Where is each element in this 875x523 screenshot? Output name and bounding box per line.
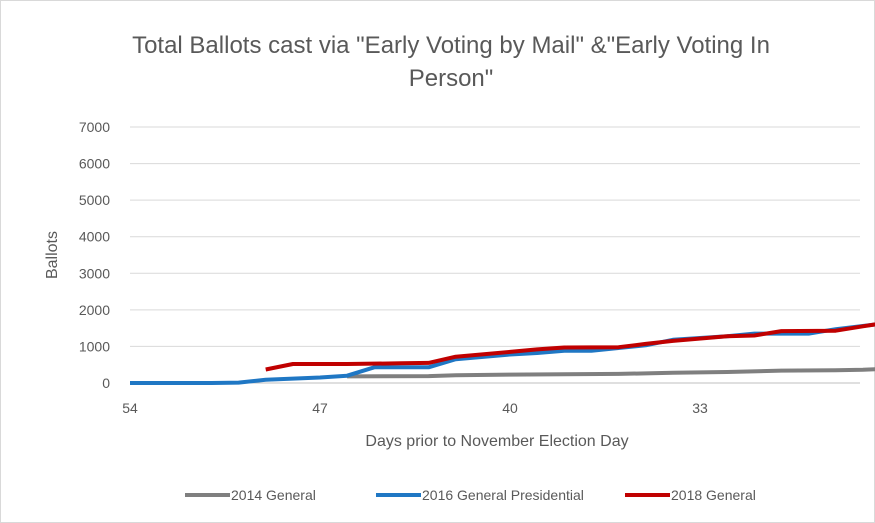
y-tick-label: 7000: [79, 119, 110, 135]
legend: 2014 General 2016 General Presidential 201…: [185, 487, 756, 503]
y-tick-label: 6000: [79, 156, 110, 172]
x-tick-label: 40: [502, 400, 518, 416]
y-tick-label: 4000: [79, 229, 110, 245]
y-tick-label: 5000: [79, 192, 110, 208]
series-lines: [130, 322, 875, 385]
x-tick-label: 54: [122, 400, 138, 416]
x-tick-label: 33: [692, 400, 708, 416]
gridlines: [130, 126, 860, 384]
y-axis-ticks: 0 1000 2000 3000 4000 5000 6000 7000: [79, 119, 110, 391]
y-tick-label: 3000: [79, 265, 110, 281]
legend-label: 2014 General: [231, 487, 316, 503]
series-line-3: [265, 322, 875, 372]
y-tick-label: 0: [102, 375, 110, 391]
series-line-1: [347, 367, 875, 379]
legend-label: 2018 General: [671, 487, 756, 503]
x-axis-ticks: 544740332619125: [122, 400, 708, 416]
chart-title: Total Ballots cast via "Early Voting by …: [132, 32, 770, 92]
x-tick-label: 47: [312, 400, 328, 416]
x-axis-title: Days prior to November Election Day: [365, 433, 628, 450]
y-axis-title: Ballots: [44, 231, 61, 279]
legend-label: 2016 General Presidential: [422, 487, 584, 503]
y-tick-label: 1000: [79, 338, 110, 354]
y-tick-label: 2000: [79, 302, 110, 318]
